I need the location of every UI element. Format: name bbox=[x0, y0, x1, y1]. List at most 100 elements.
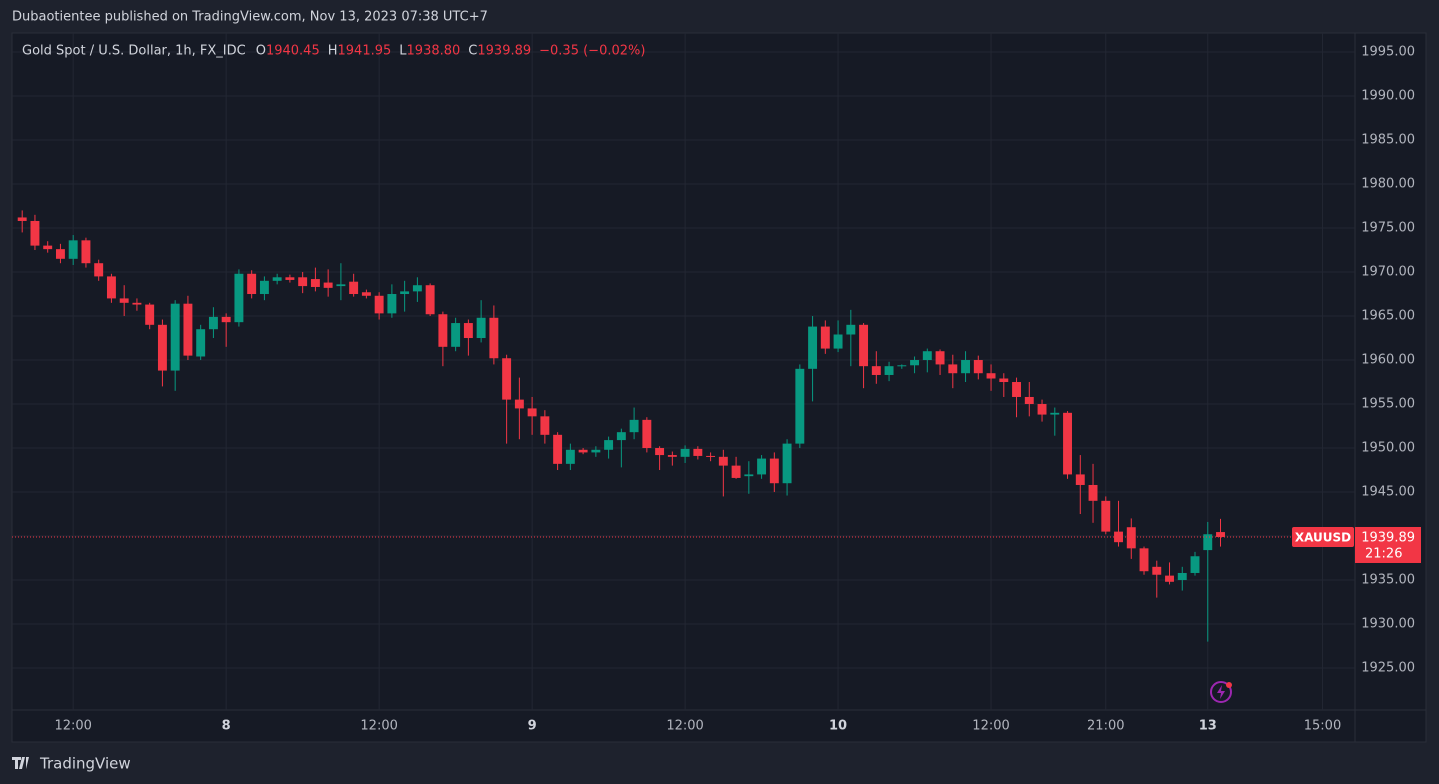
candle-body bbox=[629, 419, 639, 433]
alert-icon[interactable] bbox=[1210, 681, 1232, 703]
candle-body bbox=[1139, 548, 1149, 572]
candle-body bbox=[94, 263, 104, 277]
price-tag-value: 1939.89 bbox=[1361, 530, 1415, 545]
candle-body bbox=[1101, 500, 1111, 532]
candle-body bbox=[1024, 396, 1034, 405]
candle-body bbox=[782, 443, 792, 484]
candle-body bbox=[1216, 532, 1225, 537]
candle-body bbox=[642, 419, 652, 449]
candle-body bbox=[591, 449, 601, 453]
candle-body bbox=[336, 284, 346, 287]
candle-body bbox=[502, 358, 512, 400]
candle-body bbox=[438, 314, 448, 347]
candle-body bbox=[744, 474, 754, 477]
candle-body bbox=[43, 245, 53, 250]
symbol-tag-label: XAUUSD bbox=[1295, 530, 1351, 544]
y-tick-label: 1960.00 bbox=[1361, 353, 1415, 368]
candle-body bbox=[1203, 534, 1213, 551]
candle-body bbox=[451, 323, 461, 347]
y-tick-label: 1995.00 bbox=[1361, 45, 1415, 60]
y-tick-label: 1935.00 bbox=[1361, 573, 1415, 588]
candle-body bbox=[106, 276, 116, 299]
brand-name: TradingView bbox=[39, 755, 131, 773]
x-tick-label: 10 bbox=[829, 719, 847, 734]
legend-change: −0.35 (−0.02%) bbox=[539, 44, 645, 59]
candle-body bbox=[757, 458, 767, 475]
candle-body bbox=[680, 448, 690, 457]
candle-body bbox=[285, 277, 295, 280]
candle-body bbox=[1126, 527, 1136, 549]
brand-logo bbox=[12, 757, 29, 769]
price-tag-countdown: 21:26 bbox=[1365, 546, 1402, 561]
candle-body bbox=[910, 360, 920, 366]
candle-body bbox=[259, 280, 269, 295]
y-tick-label: 1980.00 bbox=[1361, 177, 1415, 192]
candle-body bbox=[81, 240, 91, 264]
candle-body bbox=[310, 279, 320, 287]
candle-body bbox=[298, 277, 308, 287]
candle-body bbox=[808, 326, 818, 369]
y-tick-label: 1970.00 bbox=[1361, 265, 1415, 280]
x-tick-label: 9 bbox=[528, 719, 537, 734]
candle-body bbox=[565, 449, 575, 464]
legend-ohlc-label: C bbox=[468, 44, 477, 59]
x-tick-label: 12:00 bbox=[360, 719, 397, 734]
candle-body bbox=[1114, 531, 1123, 543]
candle-body bbox=[55, 249, 65, 259]
candle-body bbox=[973, 360, 983, 374]
y-tick-label: 1985.00 bbox=[1361, 133, 1415, 148]
candle-body bbox=[578, 449, 588, 453]
candle-body bbox=[1037, 404, 1047, 415]
candle-body bbox=[604, 440, 614, 450]
candle-body bbox=[425, 285, 435, 315]
candle-body bbox=[655, 448, 665, 456]
y-tick-label: 1965.00 bbox=[1361, 309, 1415, 324]
candle-body bbox=[961, 360, 971, 374]
candle-body bbox=[693, 448, 703, 456]
candle-body bbox=[157, 324, 167, 371]
candle-body bbox=[208, 316, 218, 330]
candle-body bbox=[1190, 556, 1200, 573]
candle-body bbox=[412, 285, 422, 292]
y-tick-label: 1945.00 bbox=[1361, 485, 1415, 500]
legend-ohlc-label: L bbox=[399, 44, 407, 59]
candle-body bbox=[884, 366, 894, 375]
candle-body bbox=[1050, 412, 1060, 415]
candle-body bbox=[132, 302, 142, 305]
candle-body bbox=[1165, 575, 1174, 582]
price-tag bbox=[1355, 526, 1421, 563]
candle-body bbox=[922, 351, 932, 361]
candle-body bbox=[170, 303, 180, 371]
x-tick-label: 21:00 bbox=[1087, 719, 1124, 734]
legend-ohlc-label: O bbox=[256, 44, 266, 59]
candle-body bbox=[514, 399, 524, 409]
candle-body bbox=[820, 326, 830, 349]
candle-body bbox=[17, 217, 27, 221]
candle-body bbox=[476, 317, 486, 339]
candle-body bbox=[553, 434, 563, 464]
candle-body bbox=[999, 378, 1009, 383]
candle-body bbox=[489, 317, 499, 359]
candle-body bbox=[272, 277, 282, 281]
candle-body bbox=[833, 334, 843, 349]
candle-body bbox=[1063, 412, 1072, 475]
candle-body bbox=[527, 408, 537, 417]
candle-body bbox=[718, 456, 728, 466]
legend-ohlc-label: H bbox=[328, 44, 338, 59]
candle-body bbox=[1177, 572, 1187, 581]
candle-body bbox=[349, 281, 359, 295]
candle-body bbox=[540, 416, 550, 435]
candle-body bbox=[871, 366, 881, 375]
candle-body bbox=[119, 298, 129, 303]
x-tick-label: 12:00 bbox=[972, 719, 1009, 734]
candle-body bbox=[1075, 474, 1085, 485]
x-tick-label: 12:00 bbox=[54, 719, 91, 734]
y-tick-label: 1925.00 bbox=[1361, 661, 1415, 676]
legend-ohlc-value: 1939.89 bbox=[477, 44, 531, 59]
candle-body bbox=[706, 455, 716, 457]
y-tick-label: 1950.00 bbox=[1361, 441, 1415, 456]
x-tick-label: 15:00 bbox=[1304, 719, 1341, 734]
publish-title: Dubaotientee published on TradingView.co… bbox=[12, 10, 488, 25]
x-tick-label: 13 bbox=[1199, 719, 1217, 734]
